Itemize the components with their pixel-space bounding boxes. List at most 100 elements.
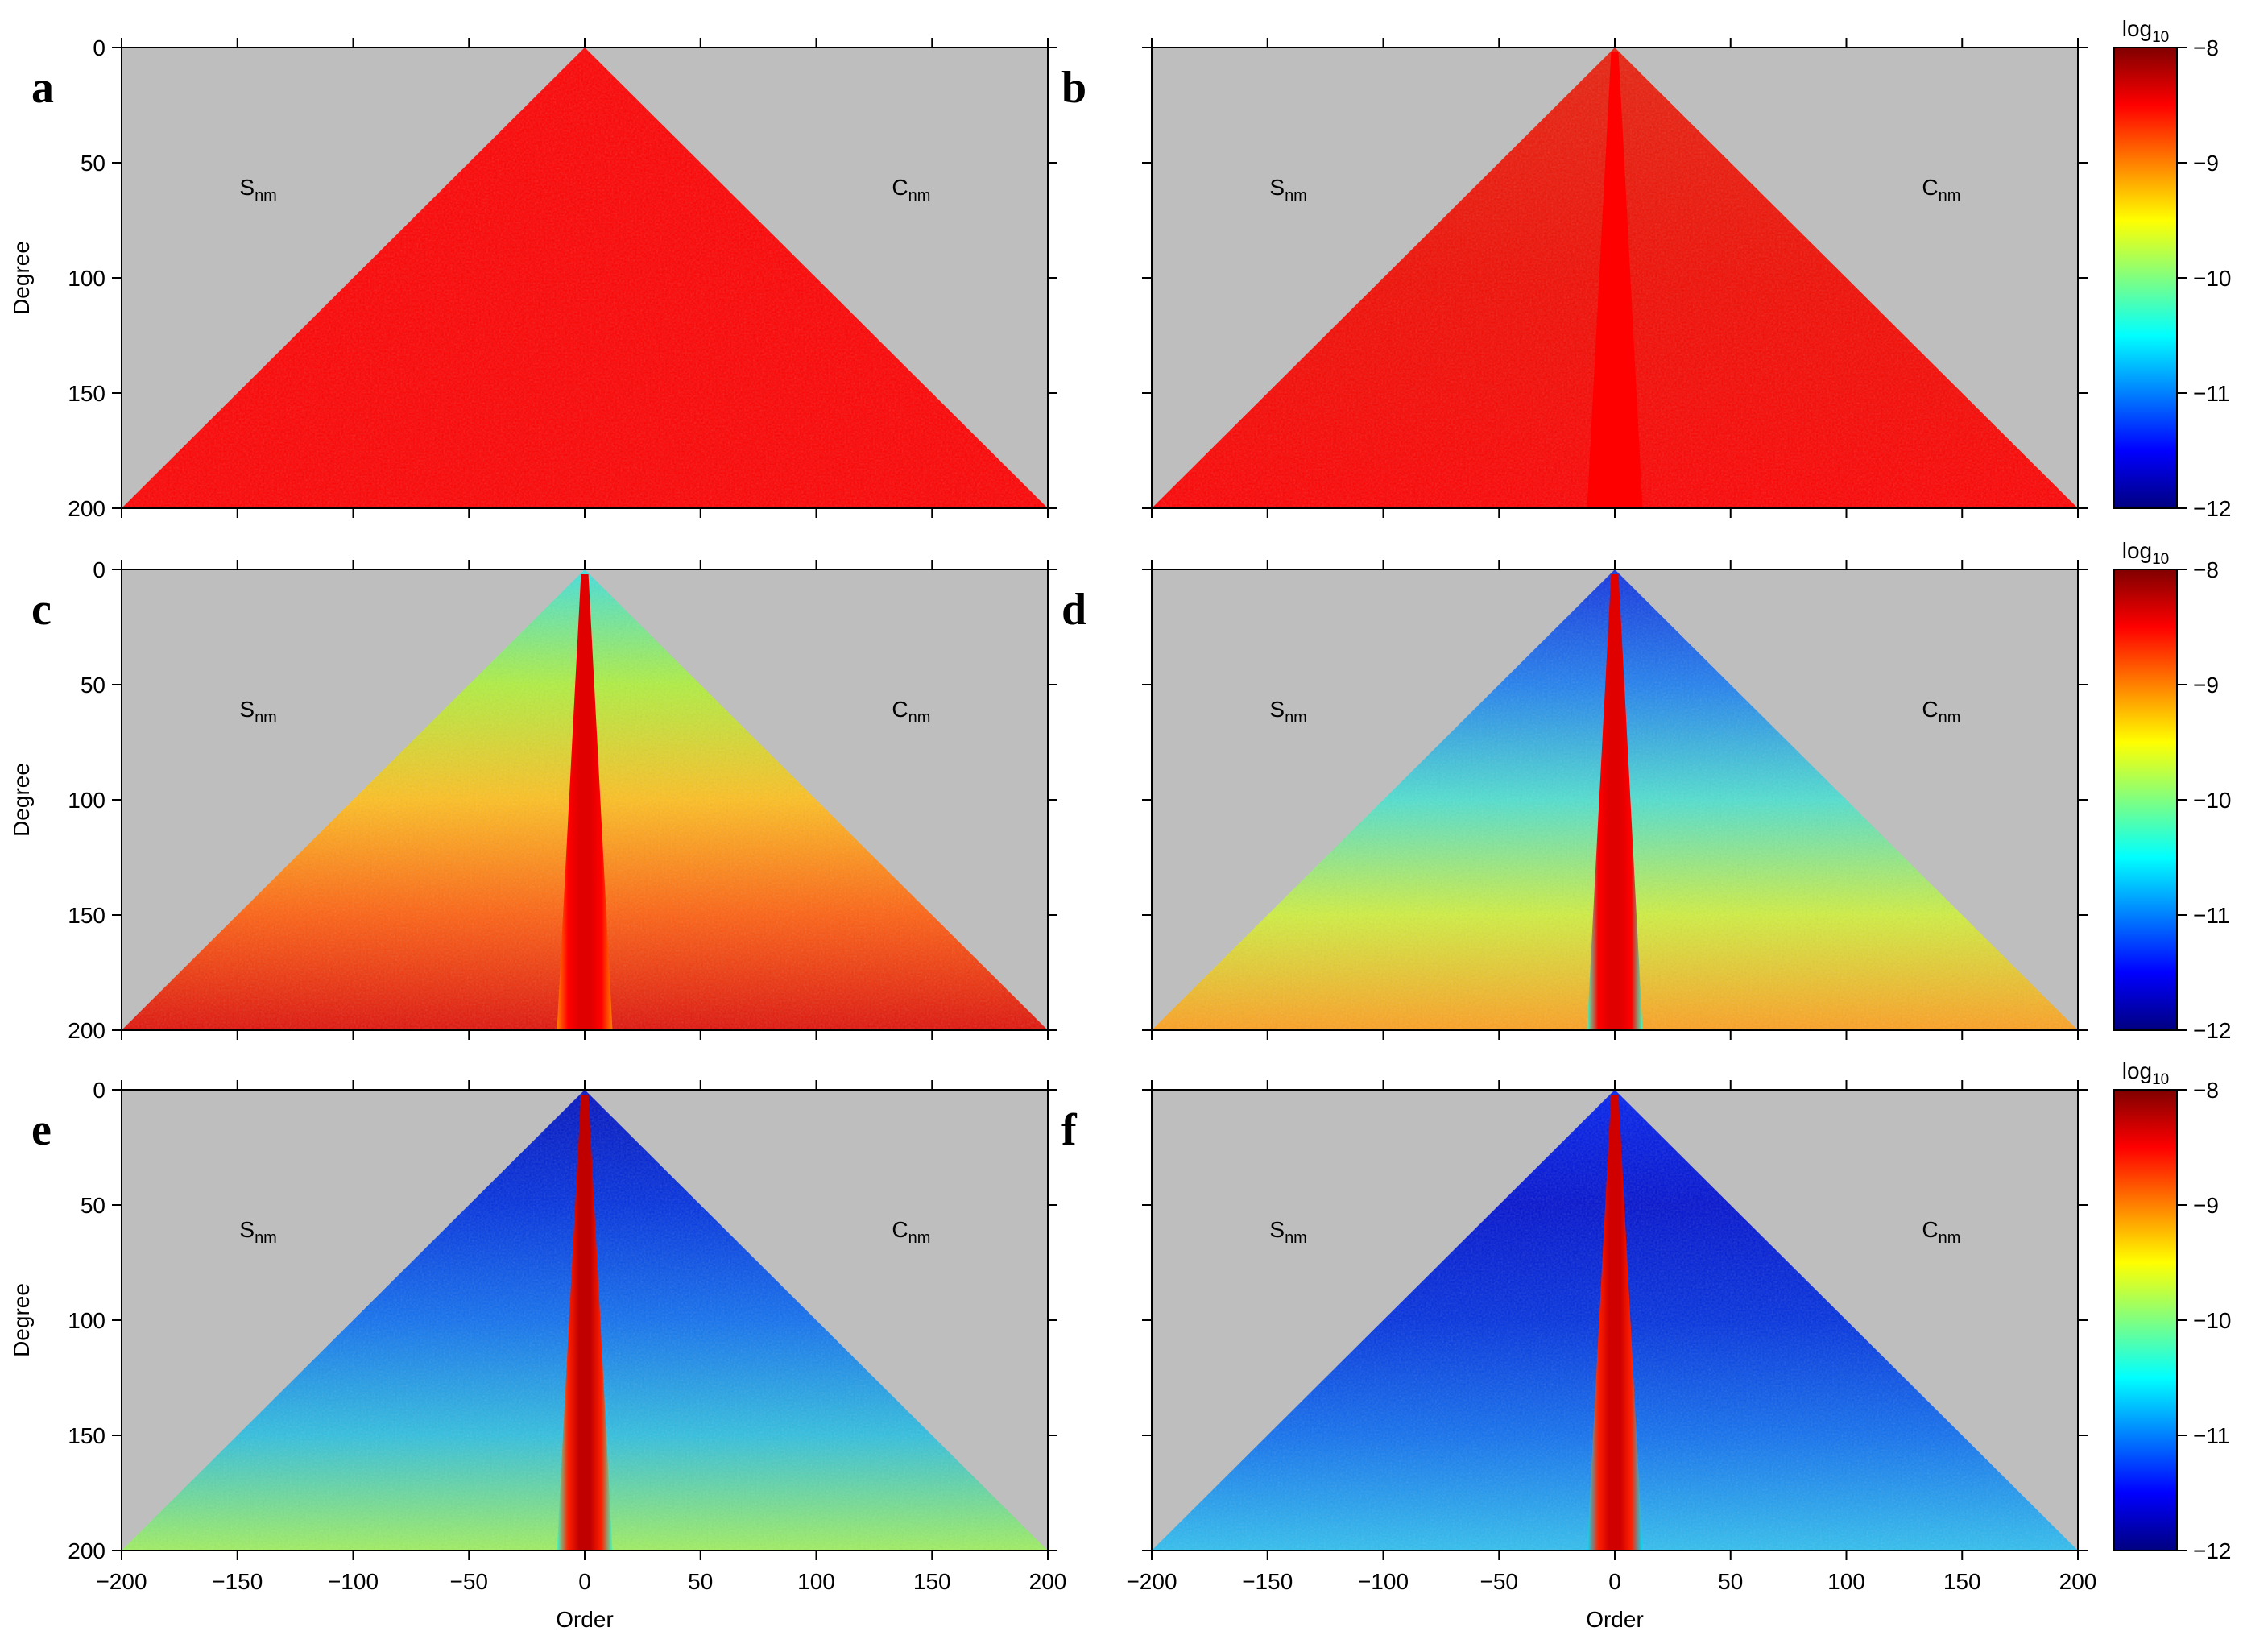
annotation-text: C [1922, 175, 1938, 200]
colorbar [2113, 569, 2178, 1031]
x-tick-label: 100 [797, 1569, 835, 1594]
colorbar-tick-label: −9 [2193, 1193, 2219, 1218]
annotation-subscript: nm [1285, 187, 1307, 205]
y-tick-label: 150 [68, 381, 106, 406]
annotation: Cnm [1922, 697, 1960, 727]
annotation-text: C [892, 1217, 908, 1242]
colorbar-label-subscript: 10 [2152, 1071, 2169, 1088]
x-tick-label: −150 [1242, 1569, 1293, 1594]
y-axis-label: Degree [9, 241, 34, 315]
x-axis-label: Order [1586, 1607, 1644, 1632]
annotation: Snm [1269, 1217, 1306, 1247]
panel-letter: e [31, 1105, 52, 1155]
y-tick-label: 100 [68, 1308, 106, 1333]
x-tick-label: 50 [1718, 1569, 1743, 1594]
annotation: Snm [239, 175, 276, 205]
x-tick-label: 150 [1943, 1569, 1981, 1594]
colorbar-label: log10 [2122, 538, 2170, 568]
annotation-text: S [1269, 697, 1285, 722]
colorbar-tick-label: −8 [2193, 557, 2219, 582]
colorbar [2113, 47, 2178, 509]
annotation-text: S [239, 1217, 255, 1242]
y-tick-label: 100 [68, 266, 106, 291]
y-tick-label: 50 [81, 1193, 106, 1218]
colorbar-label-subscript: 10 [2152, 29, 2169, 46]
annotation: Cnm [892, 697, 930, 727]
annotation-subscript: nm [908, 709, 931, 727]
annotation-text: C [892, 175, 908, 200]
y-tick-label: 200 [68, 1538, 106, 1563]
x-tick-label: 100 [1827, 1569, 1865, 1594]
annotation-text: S [1269, 1217, 1285, 1242]
annotation-subscript: nm [255, 187, 277, 205]
y-tick-label: 0 [93, 35, 106, 60]
annotation-subscript: nm [908, 1229, 931, 1247]
colorbar-tick-label: −9 [2193, 673, 2219, 698]
x-axis-label: Order [556, 1607, 614, 1632]
colorbar-tick-label: −10 [2193, 266, 2232, 291]
colorbar-tick-label: −11 [2193, 381, 2229, 406]
panel-letter: b [1061, 63, 1086, 113]
colorbar-label-subscript: 10 [2152, 551, 2169, 568]
annotation: Snm [1269, 175, 1306, 205]
x-tick-label: −200 [1126, 1569, 1177, 1594]
annotation-subscript: nm [908, 187, 931, 205]
y-tick-label: 100 [68, 788, 106, 813]
annotation: Cnm [892, 1217, 930, 1247]
y-axis-label: Degree [9, 763, 34, 837]
colorbar-tick-label: −8 [2193, 1078, 2219, 1103]
zonal-strip [1587, 574, 1643, 1030]
y-tick-label: 200 [68, 496, 106, 521]
annotation-text: S [239, 697, 255, 722]
x-tick-label: −100 [1358, 1569, 1409, 1594]
y-tick-label: 0 [93, 557, 106, 582]
colorbar-label-text: log [2122, 538, 2152, 563]
x-tick-label: −50 [450, 1569, 489, 1594]
zonal-strip [1587, 52, 1643, 508]
y-tick-label: 0 [93, 1078, 106, 1103]
annotation-text: C [892, 697, 908, 722]
y-tick-label: 150 [68, 1423, 106, 1448]
x-tick-label: −150 [212, 1569, 263, 1594]
colorbar-label-text: log [2122, 16, 2152, 41]
colorbar-tick-label: −12 [2193, 1018, 2232, 1043]
colorbar-tick-label: −11 [2193, 1423, 2229, 1448]
colorbar-label: log10 [2122, 1058, 2170, 1088]
annotation-text: S [239, 175, 255, 200]
x-tick-label: 0 [578, 1569, 591, 1594]
x-tick-label: 200 [2059, 1569, 2097, 1594]
y-tick-label: 200 [68, 1018, 106, 1043]
colorbar-tick-label: −12 [2193, 1538, 2232, 1563]
panel-letter: d [1061, 585, 1086, 635]
annotation: Snm [1269, 697, 1306, 727]
colorbar-tick-label: −10 [2193, 788, 2232, 813]
annotation: Cnm [892, 175, 930, 205]
x-tick-label: 200 [1029, 1569, 1067, 1594]
colorbar-tick-label: −8 [2193, 35, 2219, 60]
annotation-text: S [1269, 175, 1285, 200]
colorbar-tick-label: −11 [2193, 903, 2229, 928]
colorbar-tick-label: −12 [2193, 496, 2232, 521]
y-tick-label: 50 [81, 151, 106, 176]
zonal-strip [557, 574, 613, 1030]
x-tick-label: −50 [1480, 1569, 1519, 1594]
zonal-strip [557, 1095, 613, 1551]
annotation-subscript: nm [1285, 1229, 1307, 1247]
texture [122, 48, 1048, 508]
panel-letter: a [31, 63, 54, 113]
colorbar-label: log10 [2122, 16, 2170, 46]
colorbar-tick-label: −10 [2193, 1308, 2232, 1333]
panel-letter: c [31, 585, 52, 635]
annotation: Cnm [1922, 175, 1960, 205]
annotation-subscript: nm [1939, 1229, 1961, 1247]
annotation-subscript: nm [1285, 709, 1307, 727]
annotation-subscript: nm [255, 709, 277, 727]
colorbar [2113, 1089, 2178, 1551]
annotation-text: C [1922, 1217, 1938, 1242]
colorbar-tick-label: −9 [2193, 151, 2219, 176]
y-tick-label: 50 [81, 673, 106, 698]
x-tick-label: 0 [1608, 1569, 1621, 1594]
annotation: Snm [239, 697, 276, 727]
colorbar-label-text: log [2122, 1058, 2152, 1083]
